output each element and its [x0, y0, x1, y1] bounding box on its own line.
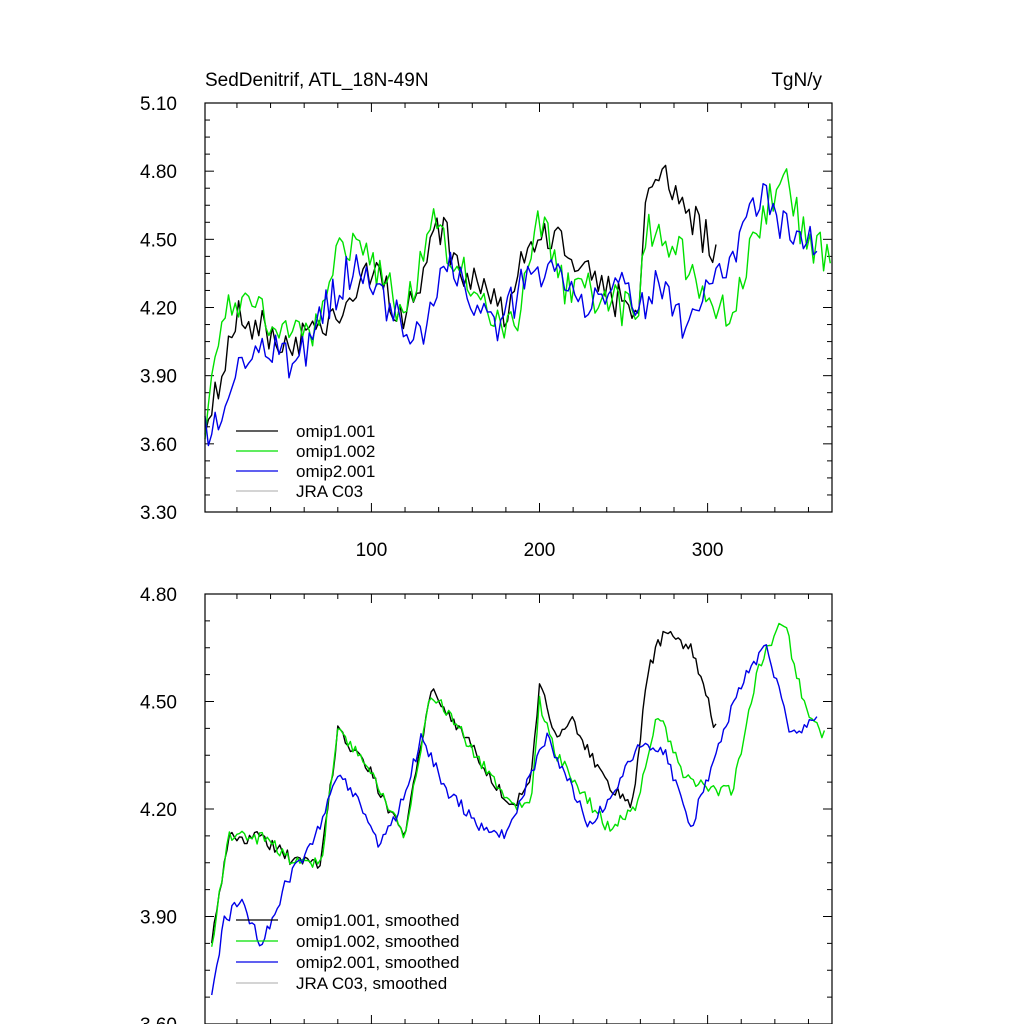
y-tick-label: 4.80 — [140, 585, 177, 606]
top-series-group — [204, 164, 831, 447]
top-plot-frame — [204, 102, 833, 513]
y-tick-label: 4.50 — [140, 693, 177, 714]
legend-label: omip2.001, smoothed — [296, 953, 460, 972]
units-label: TgN/y — [771, 70, 822, 91]
bottom-plot-frame — [204, 593, 833, 1024]
legend-label: omip1.001 — [296, 422, 375, 441]
top-panel: SedDenitrif, ATL_18N-49N TgN/y 3.303.603… — [140, 70, 833, 561]
legend-label: omip1.002, smoothed — [296, 932, 460, 951]
x-tick-label: 200 — [524, 540, 556, 561]
legend-label: JRA C03, smoothed — [296, 974, 447, 993]
top-axis-ticks: 3.30 3.60 3.90 4.20 4.50 4.80 5.10 100 200 300 — [140, 94, 832, 561]
y-tick-label: 5.10 — [140, 94, 177, 115]
legend-label: omip1.001, smoothed — [296, 911, 460, 930]
series-line-omip1-002-smoothed — [211, 622, 826, 947]
series-line-omip2-001 — [204, 182, 818, 447]
x-tick-label: 100 — [356, 540, 388, 561]
x-tick-label: 300 — [692, 540, 724, 561]
bottom-legend: omip1.001, smoothed omip1.002, smoothed … — [236, 911, 460, 993]
bottom-series-group — [211, 622, 826, 996]
chart-title: SedDenitrif, ATL_18N-49N — [205, 70, 429, 91]
y-tick-label: 3.90 — [140, 908, 177, 929]
series-line-omip1-001-smoothed — [211, 630, 717, 944]
y-tick-label: 3.60 — [140, 435, 177, 456]
series-line-omip1-002 — [204, 168, 831, 440]
legend-label: JRA C03 — [296, 482, 363, 501]
legend-label: omip2.001 — [296, 462, 375, 481]
legend-label: omip1.002 — [296, 442, 375, 461]
top-legend: omip1.001 omip1.002 omip2.001 JRA C03 — [236, 422, 375, 501]
y-tick-label: 3.30 — [140, 503, 177, 524]
bottom-axis-ticks: 3.60 3.90 4.20 4.50 4.80 — [140, 585, 832, 1024]
y-tick-label: 4.80 — [140, 162, 177, 183]
y-tick-label: 4.20 — [140, 299, 177, 320]
y-tick-label: 3.90 — [140, 367, 177, 388]
y-tick-label: 4.50 — [140, 230, 177, 251]
y-tick-label: 4.20 — [140, 800, 177, 821]
bottom-panel: 3.60 3.90 4.20 4.50 4.80 omip1.001, smoothed… — [140, 585, 833, 1024]
series-line-omip1-001 — [204, 164, 717, 435]
series-line-omip2-001-smoothed — [211, 644, 818, 996]
y-tick-label: 3.60 — [140, 1015, 177, 1024]
